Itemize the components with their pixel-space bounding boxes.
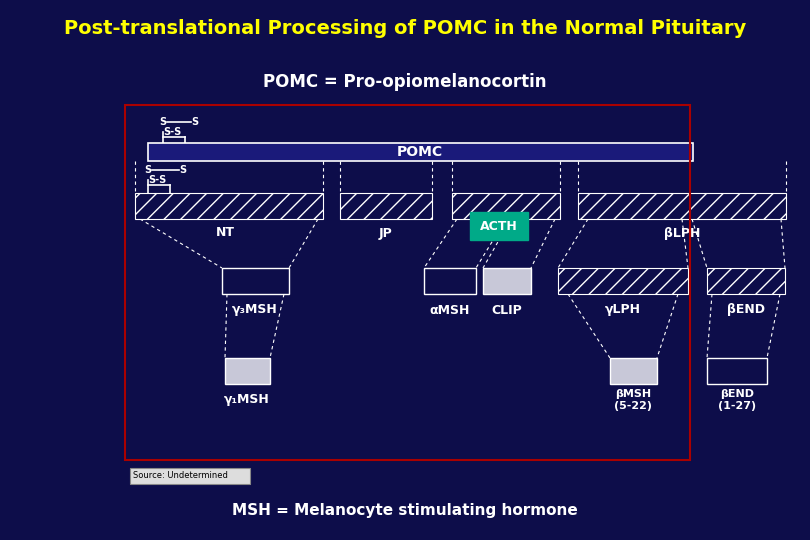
Bar [125, 105, 690, 460]
Text: βEND: βEND [727, 303, 765, 316]
Text: ACTH: ACTH [480, 219, 518, 233]
Bar [707, 358, 767, 384]
Text: NT: NT [215, 226, 235, 240]
Text: S-S: S-S [148, 175, 166, 185]
Text: βLPH: βLPH [664, 226, 700, 240]
Bar [130, 468, 250, 484]
Bar [470, 212, 528, 240]
Bar [225, 358, 270, 384]
Text: S: S [191, 117, 198, 127]
Text: Post-translational Processing of POMC in the Normal Pituitary: Post-translational Processing of POMC in… [64, 18, 746, 37]
Text: POMC: POMC [397, 145, 443, 159]
Text: S: S [160, 117, 167, 127]
Text: MSH = Melanocyte stimulating hormone: MSH = Melanocyte stimulating hormone [232, 503, 578, 517]
Bar [135, 193, 323, 219]
Text: γLPH: γLPH [605, 303, 641, 316]
Text: βEND
(1-27): βEND (1-27) [718, 389, 756, 411]
Bar [424, 268, 476, 294]
Text: JP: JP [379, 226, 393, 240]
Bar [578, 193, 786, 219]
Bar [222, 268, 289, 294]
Bar [707, 268, 785, 294]
Bar [558, 268, 688, 294]
Text: POMC = Pro-opiomelanocortin: POMC = Pro-opiomelanocortin [263, 73, 547, 91]
Bar [148, 143, 693, 161]
Text: S: S [180, 165, 186, 175]
Text: βMSH
(5-22): βMSH (5-22) [614, 389, 652, 411]
Text: γ₁MSH: γ₁MSH [224, 394, 270, 407]
Text: S: S [144, 165, 151, 175]
Bar [452, 193, 560, 219]
Text: Source: Undetermined: Source: Undetermined [133, 471, 228, 481]
Bar [483, 268, 531, 294]
Bar [340, 193, 432, 219]
Text: αMSH: αMSH [430, 303, 470, 316]
Text: γ₃MSH: γ₃MSH [232, 303, 278, 316]
Text: CLIP: CLIP [492, 303, 522, 316]
Text: S-S: S-S [163, 127, 181, 137]
Bar [610, 358, 657, 384]
